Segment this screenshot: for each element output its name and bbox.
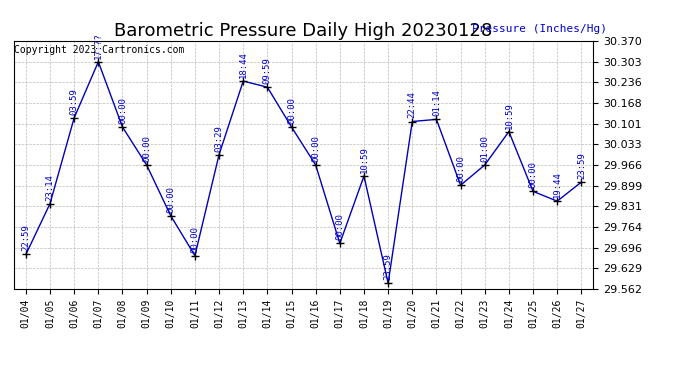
Text: 22:59: 22:59 [21,225,30,251]
Text: 03:29: 03:29 [215,124,224,152]
Text: 23:59: 23:59 [577,152,586,179]
Text: 18:44: 18:44 [239,51,248,78]
Text: 09:59: 09:59 [263,57,272,84]
Text: 00:00: 00:00 [287,97,296,124]
Text: 00:00: 00:00 [166,186,175,213]
Text: 10:59: 10:59 [359,146,368,173]
Text: Copyright 2023 Cartronics.com: Copyright 2023 Cartronics.com [14,45,184,55]
Text: 17:??: 17:?? [94,32,103,59]
Text: Pressure (Inches/Hg): Pressure (Inches/Hg) [472,24,607,34]
Text: 19:44: 19:44 [553,171,562,198]
Text: 00:00: 00:00 [311,135,320,162]
Text: 00:00: 00:00 [456,155,465,182]
Text: 22:44: 22:44 [408,92,417,118]
Text: 01:14: 01:14 [432,89,441,116]
Text: 10:59: 10:59 [504,102,513,129]
Text: 23:59: 23:59 [384,253,393,280]
Text: 01:00: 01:00 [480,135,489,162]
Text: 00:00: 00:00 [142,135,151,162]
Text: 23:14: 23:14 [46,174,55,201]
Title: Barometric Pressure Daily High 20230128: Barometric Pressure Daily High 20230128 [115,22,493,40]
Text: 00:00: 00:00 [335,213,344,240]
Text: 03:59: 03:59 [70,88,79,115]
Text: 00:00: 00:00 [529,161,538,188]
Text: 00:00: 00:00 [118,97,127,124]
Text: 00:00: 00:00 [190,226,199,253]
